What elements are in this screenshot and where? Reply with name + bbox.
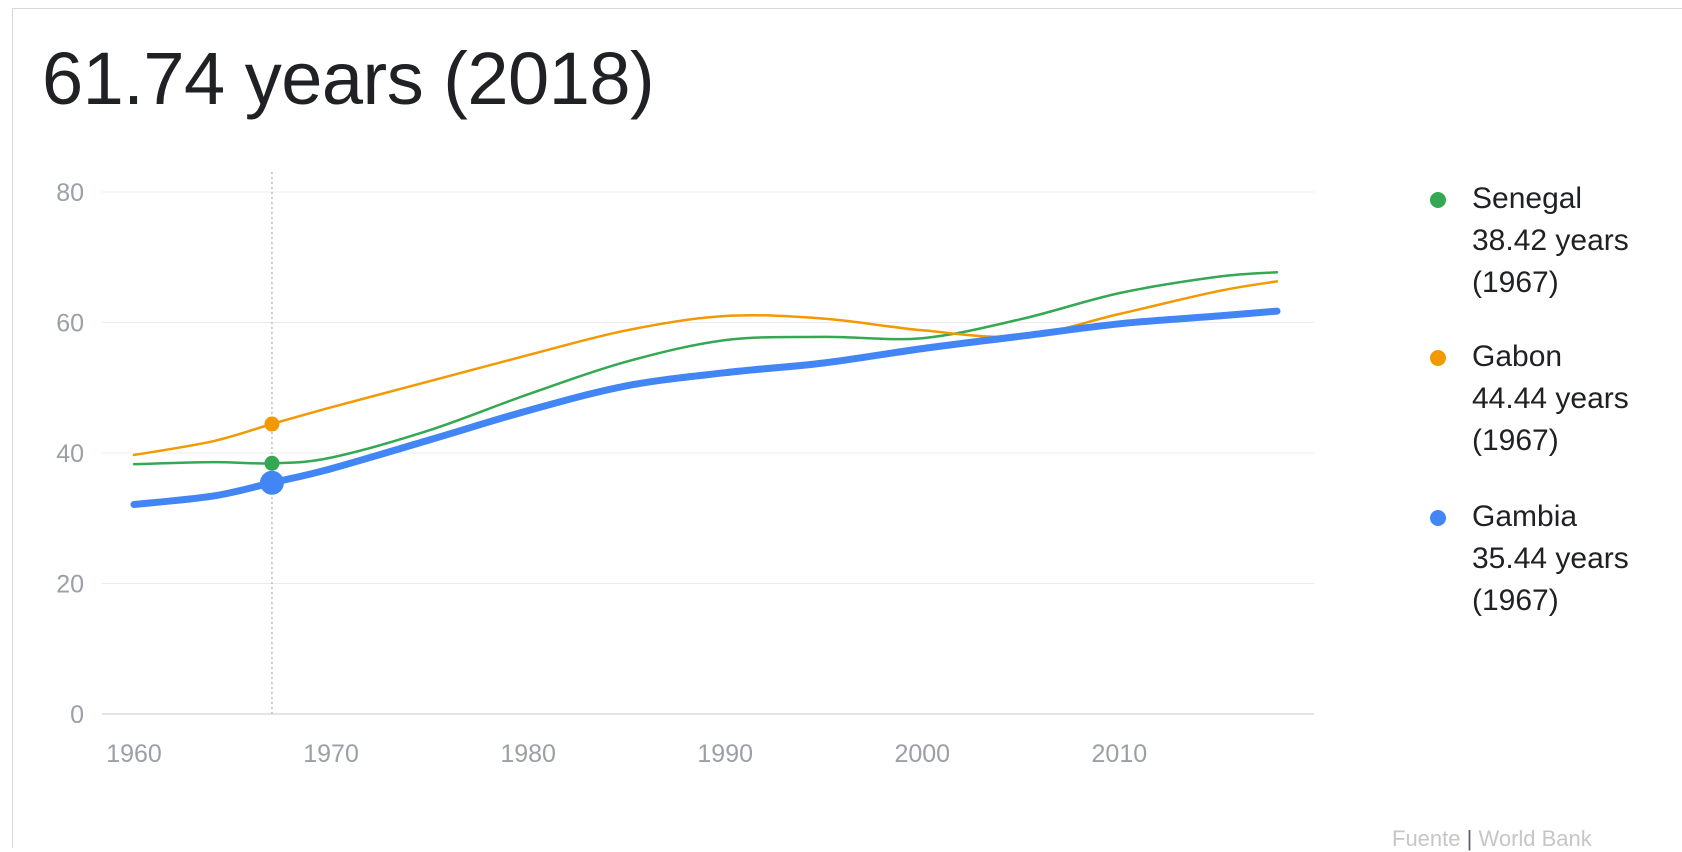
legend-series-year: (1967): [1472, 266, 1559, 299]
x-tick-label: 2000: [894, 740, 950, 768]
legend-item-gambia[interactable]: Gambia 35.44 years (1967): [1430, 496, 1629, 622]
y-axis-ticks: 0 20 40 60 80: [56, 179, 84, 729]
y-tick-label: 40: [56, 440, 84, 468]
series-line-gambia: [130, 307, 1281, 508]
legend-dot-icon: [1430, 510, 1446, 526]
legend-text: Gabon 44.44 years (1967): [1472, 336, 1629, 462]
y-tick-label: 60: [56, 310, 84, 338]
x-tick-label: 1960: [106, 740, 162, 768]
legend-series-value: 38.42 years: [1472, 224, 1629, 257]
hover-point-gabon: [264, 416, 280, 432]
series-line-senegal: [132, 271, 1279, 466]
hover-point-senegal: [264, 455, 280, 471]
x-tick-label: 2010: [1092, 740, 1148, 768]
legend-series-name: Gabon: [1472, 340, 1563, 373]
legend-text: Gambia 35.44 years (1967): [1472, 496, 1629, 622]
legend-item-senegal[interactable]: Senegal 38.42 years (1967): [1430, 178, 1629, 304]
series-line-gabon: [132, 280, 1279, 457]
legend-dot-icon: [1430, 192, 1446, 208]
x-tick-label: 1990: [697, 740, 753, 768]
legend-dot-icon: [1430, 350, 1446, 366]
y-tick-label: 80: [56, 179, 84, 207]
legend-series-year: (1967): [1472, 424, 1559, 457]
legend-item-gabon[interactable]: Gabon 44.44 years (1967): [1430, 336, 1629, 462]
hover-point-gambia: [259, 470, 284, 495]
legend-series-value: 44.44 years: [1472, 382, 1629, 415]
x-tick-label: 1980: [500, 740, 556, 768]
series-lines: [130, 271, 1281, 508]
y-tick-label: 0: [70, 701, 84, 729]
hover-markers: [259, 416, 284, 495]
chart-card: [12, 8, 1682, 848]
source-separator: |: [1466, 826, 1473, 851]
headline-value: 61.74 years (2018): [42, 37, 655, 120]
x-tick-label: 1970: [303, 740, 359, 768]
source-label-link[interactable]: Fuente: [1392, 826, 1461, 851]
grid-lines: [102, 191, 1314, 715]
legend-series-value: 35.44 years: [1472, 542, 1629, 575]
legend-text: Senegal 38.42 years (1967): [1472, 178, 1629, 304]
legend-series-name: Gambia: [1472, 500, 1578, 533]
source-provider-link[interactable]: World Bank: [1478, 826, 1592, 851]
legend-series-year: (1967): [1472, 584, 1559, 617]
legend-series-name: Senegal: [1472, 182, 1583, 215]
source-attribution: Fuente | World Bank: [1392, 826, 1592, 852]
y-tick-label: 20: [56, 571, 84, 599]
x-axis-ticks: 1960 1970 1980 1990 2000 2010: [106, 740, 1147, 768]
